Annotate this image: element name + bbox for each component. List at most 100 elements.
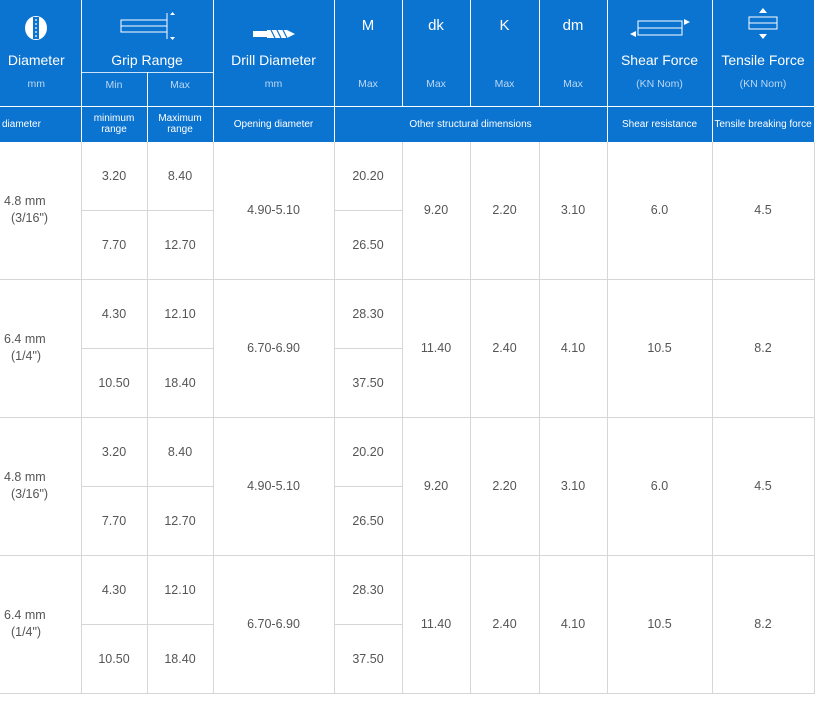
unit-diameter: mm (0, 72, 82, 106)
grip-min-cell: 4.30 (81, 279, 148, 349)
unit-grip-max: Max (146, 71, 214, 106)
tensile-cell: 8.2 (712, 279, 815, 418)
unit-m: Max (334, 72, 403, 106)
header-dm: dm (539, 0, 608, 72)
grip-max-cell: 12.10 (147, 279, 214, 349)
header-tensile-force-label: Tensile Force (721, 52, 805, 68)
desc-tensile: Tensile breaking force (712, 105, 815, 142)
unit-grip-min: Min (81, 71, 148, 106)
grip-min-cell: 10.50 (81, 624, 148, 694)
m-cell: 28.30 (334, 555, 403, 625)
m-cell: 28.30 (334, 279, 403, 349)
tensile-arrow-icon (748, 8, 778, 39)
drill-cell: 4.90-5.10 (213, 141, 335, 280)
header-shear-force: Shear Force (607, 0, 713, 72)
diameter-mm: 4.8 mm (4, 470, 46, 484)
desc-grip-min: minimum range (81, 105, 148, 142)
table-body: 4.8 mm (3/16") 3.20 8.40 4.90-5.10 20.20… (0, 141, 815, 694)
k-cell: 2.40 (470, 279, 540, 418)
header-grip-range: Grip Range (81, 0, 214, 72)
dk-cell: 9.20 (402, 417, 471, 556)
unit-dm: Max (539, 72, 608, 106)
grip-min-cell: 7.70 (81, 210, 148, 280)
dm-cell: 3.10 (539, 417, 608, 556)
dm-cell: 4.10 (539, 555, 608, 694)
diameter-cell: 4.8 mm (3/16") (0, 141, 82, 280)
dk-cell: 11.40 (402, 555, 471, 694)
unit-drill: mm (213, 72, 335, 106)
dm-cell: 4.10 (539, 279, 608, 418)
grip-min-cell: 3.20 (81, 141, 148, 211)
header-tensile-force: Tensile Force (712, 0, 815, 72)
header-row-titles: Diameter Grip Range (0, 0, 815, 72)
shear-cell: 10.5 (607, 279, 713, 418)
diameter-inch: (3/16") (10, 211, 49, 225)
shear-arrow-icon (629, 19, 690, 37)
diameter-cell: 6.4 mm (1/4") (0, 279, 82, 418)
desc-grip-max: Maximum range (147, 105, 214, 142)
header-drill-diameter: Drill Diameter (213, 0, 335, 72)
k-cell: 2.20 (470, 417, 540, 556)
shear-cell: 10.5 (607, 555, 713, 694)
dm-cell: 3.10 (539, 141, 608, 280)
diameter-inch: (1/4") (10, 625, 42, 639)
unit-tensile: (KN Nom) (712, 72, 815, 106)
dk-cell: 11.40 (402, 279, 471, 418)
m-cell: 37.50 (334, 624, 403, 694)
m-cell: 37.50 (334, 348, 403, 418)
diameter-mm: 4.8 mm (4, 194, 46, 208)
grip-max-cell: 8.40 (147, 141, 214, 211)
rivet-head-icon (25, 16, 48, 40)
grip-min-cell: 10.50 (81, 348, 148, 418)
grip-max-cell: 12.70 (147, 486, 214, 556)
desc-diameter: diameter (0, 105, 82, 142)
drill-bit-icon (252, 29, 295, 39)
diameter-inch: (3/16") (10, 487, 49, 501)
grip-min-cell: 3.20 (81, 417, 148, 487)
grip-min-cell: 4.30 (81, 555, 148, 625)
desc-drill: Opening diameter (213, 105, 335, 142)
diameter-cell: 6.4 mm (1/4") (0, 555, 82, 694)
drill-cell: 4.90-5.10 (213, 417, 335, 556)
tensile-cell: 4.5 (712, 141, 815, 280)
unit-dk: Max (402, 72, 471, 106)
diameter-mm: 6.4 mm (4, 332, 46, 346)
grip-max-cell: 12.10 (147, 555, 214, 625)
header-m: M (334, 0, 403, 72)
desc-shear: Shear resistance (607, 105, 713, 142)
k-cell: 2.20 (470, 141, 540, 280)
header-row-descriptions: diameter minimum range Maximum range Ope… (0, 105, 815, 142)
table-row: 7.70 12.70 26.50 (0, 210, 814, 280)
drill-cell: 6.70-6.90 (213, 555, 335, 694)
diameter-inch: (1/4") (10, 349, 42, 363)
grip-max-cell: 18.40 (147, 624, 214, 694)
header-shear-force-label: Shear Force (620, 52, 699, 68)
m-cell: 20.20 (334, 141, 403, 211)
grip-min-cell: 7.70 (81, 486, 148, 556)
header-drill-diameter-label: Drill Diameter (231, 52, 316, 68)
grip-range-icon (120, 11, 175, 40)
diameter-cell: 4.8 mm (3/16") (0, 417, 82, 556)
tensile-cell: 8.2 (712, 555, 815, 694)
m-cell: 26.50 (334, 486, 403, 556)
m-cell: 20.20 (334, 417, 403, 487)
m-cell: 26.50 (334, 210, 403, 280)
grip-max-cell: 8.40 (147, 417, 214, 487)
table-row: 6.4 mm (1/4") 4.30 12.10 6.70-6.90 28.30… (0, 279, 815, 418)
k-cell: 2.40 (470, 555, 540, 694)
header-diameter-label: Diameter (7, 52, 65, 68)
shear-cell: 6.0 (607, 141, 713, 280)
header-diameter: Diameter (0, 0, 82, 72)
drill-cell: 6.70-6.90 (213, 279, 335, 418)
header-row-units: mm Min Max mm Max Max Max Max (KN Nom) (… (0, 71, 815, 106)
rivet-spec-table: Diameter Grip Range (0, 0, 815, 694)
grip-max-cell: 18.40 (147, 348, 214, 418)
grip-max-cell: 12.70 (147, 210, 214, 280)
table-row: 4.8 mm (3/16") 3.20 8.40 4.90-5.10 20.20… (0, 141, 815, 280)
desc-structural: Other structural dimensions (334, 105, 608, 142)
table-row: 7.70 12.70 26.50 (0, 486, 814, 556)
tensile-cell: 4.5 (712, 417, 815, 556)
unit-shear: (KN Nom) (607, 72, 713, 106)
dk-cell: 9.20 (402, 141, 471, 280)
